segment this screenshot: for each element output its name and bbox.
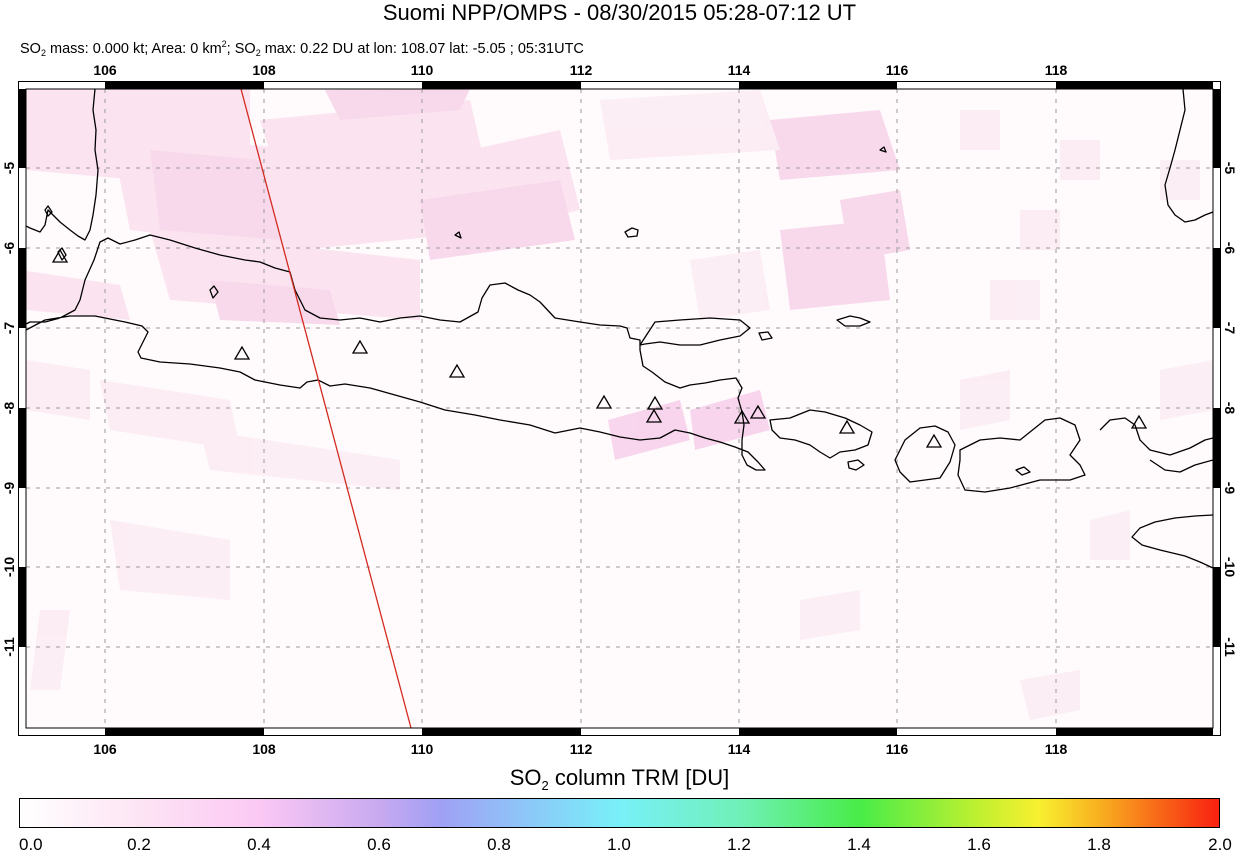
subtitle-text: SO: [20, 41, 41, 57]
colorbar-title-text: column TRM [DU]: [548, 765, 730, 790]
lat-tick-label: -10: [1222, 556, 1238, 578]
colorbar-label: 1.2: [727, 835, 751, 854]
lat-tick-label: -5: [1222, 161, 1238, 175]
volcano-marker: [1130, 414, 1148, 429]
coastlines: [26, 89, 1213, 569]
lat-tick-label: -5: [1, 161, 17, 175]
colorbar-label: 1.8: [1087, 835, 1111, 854]
subscript: 2: [40, 48, 46, 58]
lon-tick-label: 112: [569, 741, 593, 757]
colorbar-label: 1.6: [967, 835, 991, 854]
chart-title: Suomi NPP/OMPS - 08/30/2015 05:28-07:12 …: [382, 0, 857, 25]
lon-tick-label: 112: [569, 62, 593, 78]
volcano-marker: [733, 409, 751, 424]
colorbar-label: 2.0: [1208, 835, 1232, 854]
coastline-sumba: [1131, 514, 1213, 569]
volcano-marker: [749, 404, 767, 419]
subscript: 2: [255, 48, 261, 58]
lat-tick-label: -10: [1, 556, 17, 578]
volcano-marker: [646, 395, 664, 410]
subtitle-text: ; SO: [226, 41, 256, 57]
coastline-sumatra: [26, 89, 99, 241]
subtitle-text: max: 0.22 DU at lon: 108.07 lat: -5.05 ;…: [260, 41, 584, 57]
frame-lon-bands: [105, 82, 1213, 735]
colorbar-label: 0.8: [487, 835, 511, 854]
volcano-marker: [925, 433, 943, 448]
graticule: [26, 89, 1213, 728]
colorbar-label: 1.0: [607, 835, 631, 854]
volcano-marker: [351, 339, 369, 354]
volcano-marker: [233, 345, 251, 360]
lat-tick-label: -8: [1, 401, 17, 415]
volcano-marker: [51, 248, 69, 263]
coastline-flores: [1099, 417, 1213, 456]
lon-tick-label: 116: [885, 741, 909, 757]
colorbar-label: 0.4: [247, 835, 271, 854]
coastline-java: [26, 234, 766, 471]
lon-tick-label: 114: [727, 62, 751, 78]
lat-tick-label: -6: [1222, 241, 1238, 255]
so2-stats-subtitle: SO2 mass: 0.000 kt; Area: 0 km2; SO2 max…: [20, 35, 584, 62]
frame-lat-bands: [19, 89, 1220, 647]
lon-tick-label: 108: [252, 741, 276, 757]
lon-tick-label: 114: [727, 741, 751, 757]
colorbar-label: 0.6: [367, 835, 391, 854]
lat-tick-label: -9: [1222, 481, 1238, 495]
colorbar-title-text: SO: [509, 765, 542, 790]
coastline-sulawesi: [1164, 89, 1213, 223]
lat-tick-label: -7: [1, 321, 17, 335]
volcano-marker: [448, 363, 466, 378]
lat-tick-label: -11: [1, 637, 17, 657]
coastline-madura: [639, 317, 751, 346]
lat-tick-label: -9: [1, 481, 17, 495]
lon-tick-label: 110: [410, 62, 434, 78]
subscript: 2: [541, 778, 549, 793]
lon-tick-label: 116: [885, 62, 909, 78]
orbit-track-line: [240, 88, 412, 729]
lon-tick-label: 110: [410, 741, 434, 757]
volcano-marker: [838, 419, 856, 434]
superscript: 2: [221, 39, 227, 49]
coastline-lombok: [894, 425, 956, 483]
lat-tick-label: -11: [1222, 637, 1238, 657]
coastline-sumbawa: [957, 417, 1086, 493]
colorbar-label: 1.4: [847, 835, 871, 854]
lon-tick-label: 118: [1044, 62, 1068, 78]
lon-tick-label: 106: [93, 62, 117, 78]
colorbar-label: 0.2: [127, 835, 151, 854]
lon-tick-label: 106: [93, 741, 117, 757]
colorbar-gradient: [19, 798, 1220, 828]
map-frame-outer: [18, 81, 1221, 736]
subtitle-text: mass: 0.000 kt; Area: 0 km: [45, 41, 222, 57]
lat-tick-label: -8: [1222, 401, 1238, 415]
coastline-bali: [769, 409, 873, 459]
volcano-markers: [51, 248, 1148, 448]
lon-tick-label: 118: [1044, 741, 1068, 757]
volcano-marker: [645, 408, 663, 423]
colorbar-title: SO2 column TRM [DU]: [0, 765, 1239, 799]
colorbar-label: 0.0: [19, 835, 43, 854]
lat-tick-label: -7: [1222, 321, 1238, 335]
lat-tick-label: -6: [1, 241, 17, 255]
volcano-marker: [595, 394, 613, 409]
lon-tick-label: 108: [252, 62, 276, 78]
